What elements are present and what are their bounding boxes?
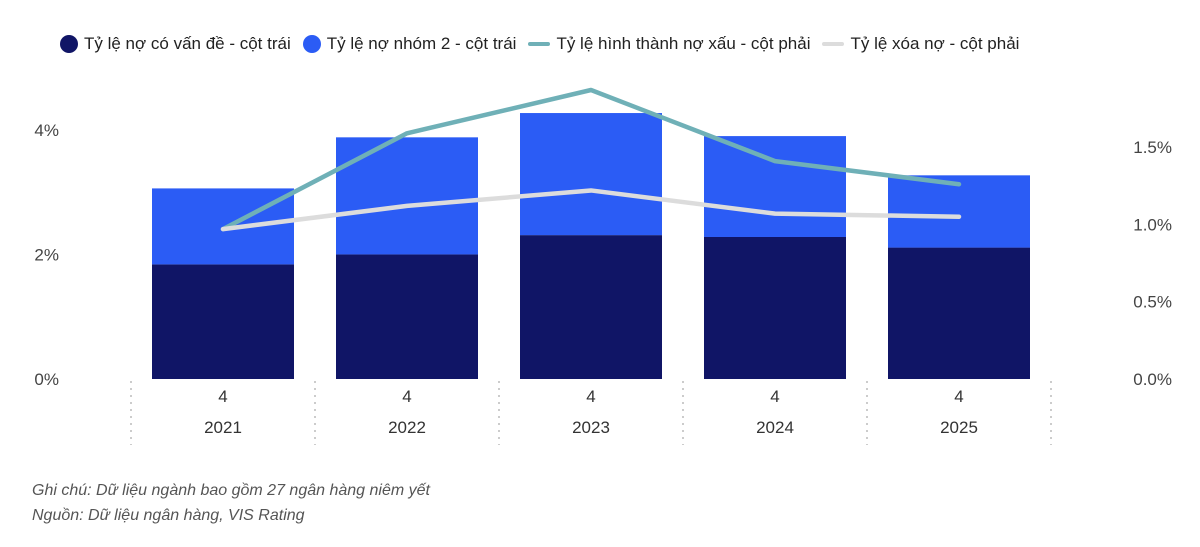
legend-label-npl-formation: Tỷ lệ hình thành nợ xấu - cột phải: [556, 34, 811, 53]
legend-label-problem-debt: Tỷ lệ nợ có vấn đề - cột trái: [84, 34, 291, 53]
left-axis-tick-label: 2%: [34, 245, 59, 264]
x-axis-quarter-label: 4: [954, 387, 963, 406]
left-axis-tick-label: 0%: [34, 370, 59, 389]
legend-swatch-write-off: [822, 42, 845, 46]
chart-notes: Ghi chú: Dữ liệu ngành bao gồm 27 ngân h…: [32, 478, 430, 528]
x-axis-quarter-label: 4: [586, 387, 595, 406]
legend-item-write-off: Tỷ lệ xóa nợ - cột phải: [822, 34, 1019, 54]
legend-swatch-npl-formation: [528, 42, 551, 46]
bar-problem-debt: [336, 254, 478, 379]
bar-problem-debt: [152, 264, 294, 379]
line-npl-formation: [220, 87, 962, 232]
bar-problem-debt: [704, 236, 846, 379]
x-axis-quarter-label: 4: [218, 387, 227, 406]
bar-group2-debt: [336, 137, 478, 255]
left-axis-tick-label: 4%: [34, 121, 59, 140]
chart-plot: 0% 2% 4% 0.0% 0.5% 1.0% 1.5% 4 2021 4 2022 4 2023 4 20…: [34, 87, 1172, 445]
x-axis-year-label: 2022: [388, 418, 426, 437]
legend-item-npl-formation: Tỷ lệ hình thành nợ xấu - cột phải: [528, 34, 810, 54]
x-axis-year-label: 2021: [204, 418, 242, 437]
right-axis-tick-label: 0.5%: [1133, 293, 1172, 312]
legend-swatch-group2-debt: [302, 35, 321, 53]
right-axis-tick-label: 0.0%: [1133, 370, 1172, 389]
right-axis-tick-label: 1.0%: [1133, 215, 1172, 234]
note-text: Ghi chú: Dữ liệu ngành bao gồm 27 ngân h…: [32, 482, 430, 499]
x-axis-quarter-label: 4: [770, 387, 779, 406]
bar-group2-debt: [520, 113, 662, 236]
x-axis-year-label: 2025: [940, 418, 978, 437]
right-axis-tick-label: 1.5%: [1133, 138, 1172, 157]
x-axis-quarter-label: 4: [402, 387, 411, 406]
x-axis-year-label: 2023: [572, 418, 610, 437]
legend-swatch-problem-debt: [60, 35, 78, 53]
bar-group2-debt: [888, 175, 1030, 248]
bar-problem-debt: [520, 235, 662, 379]
legend-item-problem-debt: Tỷ lệ nợ có vấn đề - cột trái: [60, 34, 291, 54]
chart-legend: Tỷ lệ nợ có vấn đề - cột trái Tỷ lệ nợ n…: [60, 34, 1031, 54]
bar-group2-debt: [152, 188, 294, 265]
source-text: Nguồn: Dữ liệu ngân hàng, VIS Rating: [32, 507, 305, 524]
bar-problem-debt: [888, 247, 1030, 379]
bar-group2-debt: [704, 136, 846, 237]
legend-label-write-off: Tỷ lệ xóa nợ - cột phải: [850, 34, 1020, 53]
legend-label-group2-debt: Tỷ lệ nợ nhóm 2 - cột trái: [326, 34, 517, 53]
x-axis-year-label: 2024: [756, 418, 794, 437]
line-write-off: [220, 188, 962, 232]
legend-item-group2-debt: Tỷ lệ nợ nhóm 2 - cột trái: [302, 34, 517, 54]
